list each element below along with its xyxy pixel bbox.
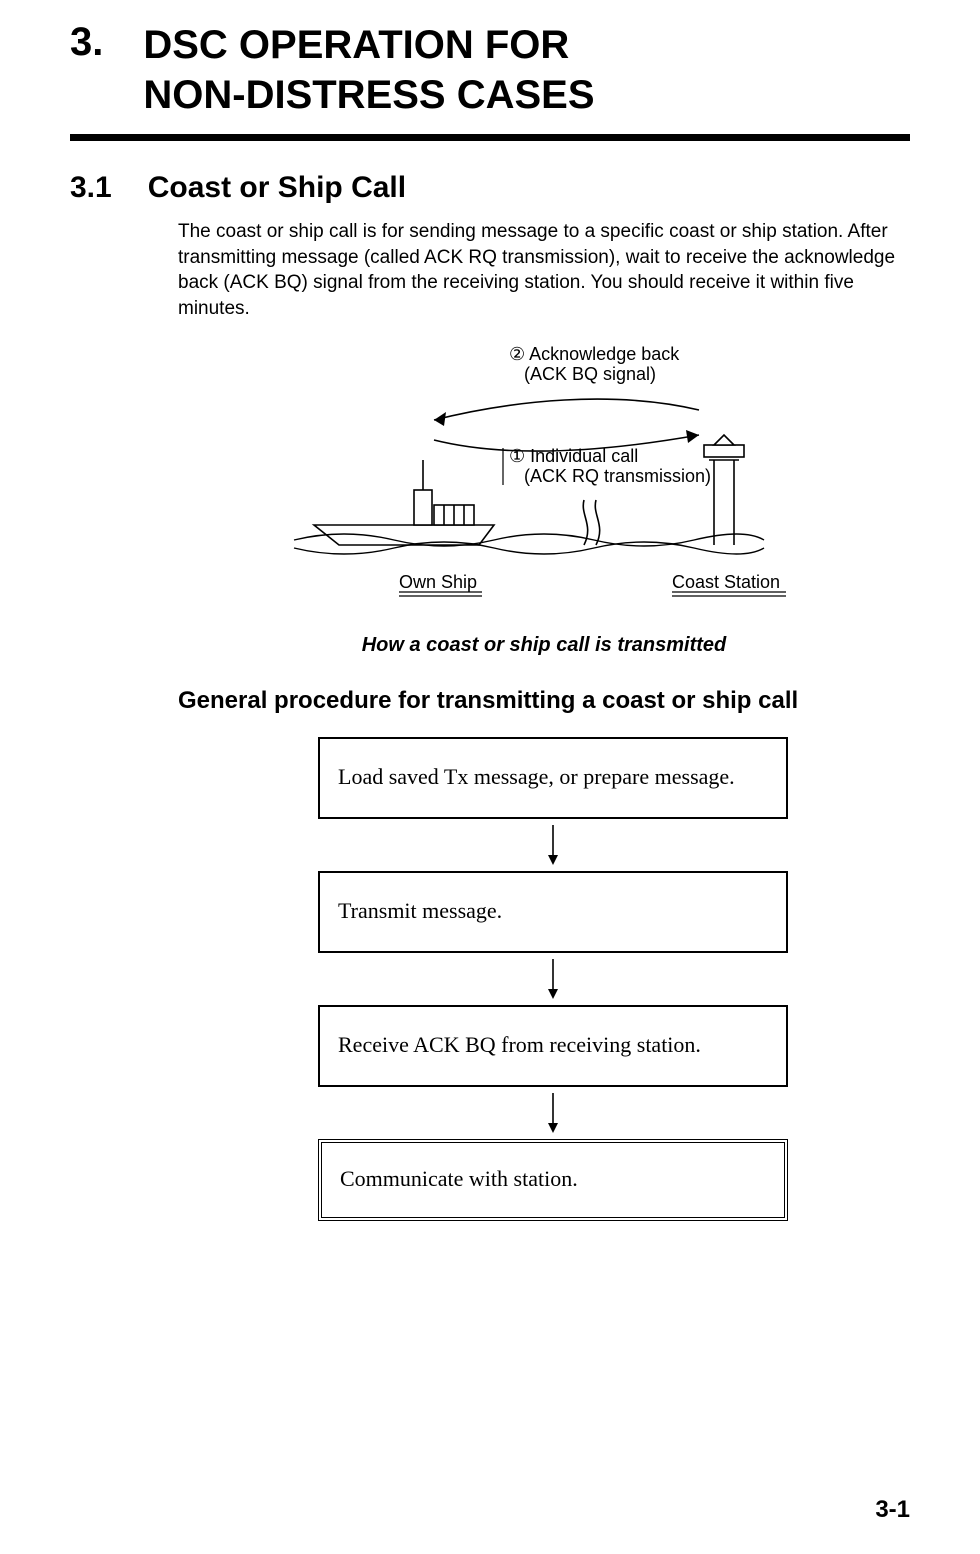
page: 3. DSC OPERATION FOR NON-DISTRESS CASES … — [0, 0, 980, 1554]
flowchart: Load saved Tx message, or prepare messag… — [318, 737, 788, 1221]
flow-step-3: Receive ACK BQ from receiving station. — [318, 1005, 788, 1087]
section-heading: 3.1 Coast or Ship Call — [70, 171, 910, 205]
own-ship-label: Own Ship — [399, 572, 477, 592]
chapter-heading: 3. DSC OPERATION FOR NON-DISTRESS CASES — [70, 20, 910, 120]
arrow-down-icon — [546, 959, 560, 999]
arrowhead-left-icon — [434, 412, 446, 426]
ack-back-label-1: ② Acknowledge back — [509, 344, 680, 364]
arrow-down-icon — [546, 825, 560, 865]
coast-station-label: Coast Station — [672, 572, 780, 592]
ship-icon — [314, 460, 494, 545]
chapter-title-line2: NON-DISTRESS CASES — [143, 73, 594, 117]
arrowhead-right-icon — [686, 430, 699, 443]
section-number: 3.1 — [70, 171, 112, 205]
intro-paragraph: The coast or ship call is for sending me… — [178, 219, 910, 322]
flow-step-4-text: Communicate with station. — [340, 1165, 578, 1194]
flow-step-1-text: Load saved Tx message, or prepare messag… — [338, 763, 735, 792]
flow-step-2: Transmit message. — [318, 871, 788, 953]
page-number: 3-1 — [875, 1496, 910, 1524]
chapter-title-line1: DSC OPERATION FOR — [143, 23, 569, 67]
flow-arrow-1 — [318, 819, 788, 871]
ack-back-label-2: (ACK BQ signal) — [524, 364, 656, 384]
coast-station-icon — [704, 435, 744, 545]
body-block: The coast or ship call is for sending me… — [178, 219, 910, 1221]
flow-step-2-text: Transmit message. — [338, 897, 502, 926]
horizontal-rule — [70, 134, 910, 141]
section-title: Coast or Ship Call — [148, 171, 406, 205]
individual-call-label-1: ① Individual call — [509, 446, 638, 466]
chapter-number: 3. — [70, 20, 103, 65]
flow-step-3-text: Receive ACK BQ from receiving station. — [338, 1031, 701, 1060]
individual-call-label-2: (ACK RQ transmission) — [524, 466, 711, 486]
diagram-svg: ② Acknowledge back (ACK BQ signal) ① Ind… — [284, 340, 804, 610]
chapter-title: DSC OPERATION FOR NON-DISTRESS CASES — [143, 20, 594, 120]
diagram-caption: How a coast or ship call is transmitted — [178, 634, 910, 657]
ack-back-arrow-path — [434, 399, 699, 420]
flow-step-1: Load saved Tx message, or prepare messag… — [318, 737, 788, 819]
procedure-heading: General procedure for transmitting a coa… — [178, 687, 910, 715]
flow-arrow-3 — [318, 1087, 788, 1139]
arrow-down-icon — [546, 1093, 560, 1133]
flow-arrow-2 — [318, 953, 788, 1005]
transmission-diagram: ② Acknowledge back (ACK BQ signal) ① Ind… — [178, 340, 910, 610]
flow-step-4: Communicate with station. — [318, 1139, 788, 1221]
